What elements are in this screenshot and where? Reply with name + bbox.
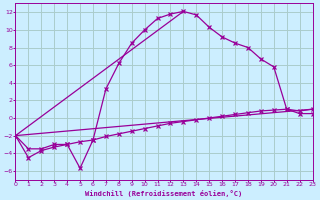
X-axis label: Windchill (Refroidissement éolien,°C): Windchill (Refroidissement éolien,°C) xyxy=(85,190,243,197)
